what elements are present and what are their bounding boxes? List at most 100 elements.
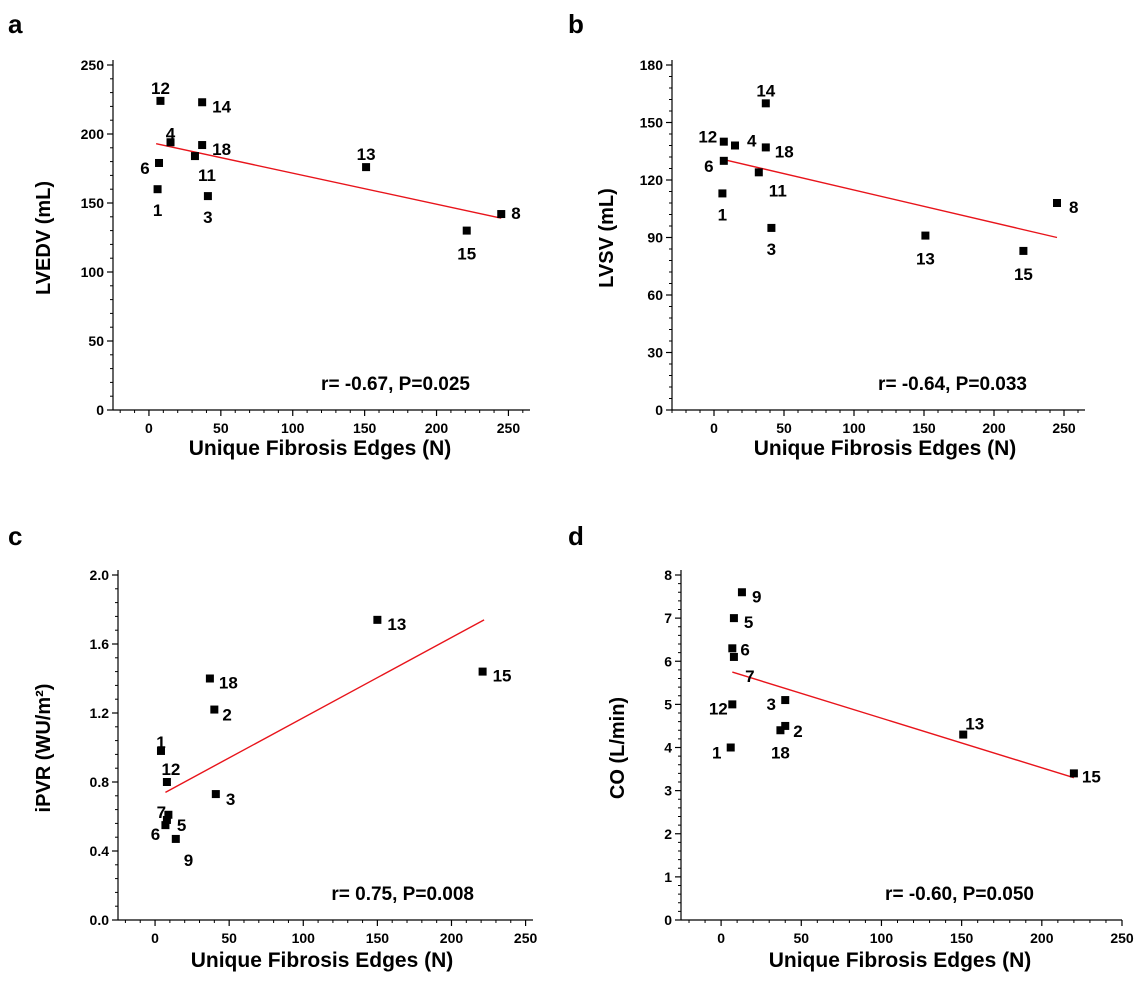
data-point xyxy=(781,696,790,705)
x-tick-label: 150 xyxy=(366,930,390,946)
data-point xyxy=(1069,769,1078,778)
data-point xyxy=(210,705,219,714)
data-point xyxy=(198,98,207,107)
data-point xyxy=(731,141,739,150)
point-label: 2 xyxy=(222,706,231,725)
correlation-annotation: r= -0.64, P=0.033 xyxy=(878,374,1027,395)
data-point xyxy=(761,99,770,108)
point-label: 3 xyxy=(226,790,235,809)
point-label: 5 xyxy=(744,613,753,632)
correlation-annotation: r= -0.67, P=0.025 xyxy=(321,374,470,395)
point-label: 4 xyxy=(747,132,757,151)
data-point xyxy=(497,210,506,219)
point-label: 18 xyxy=(219,674,238,693)
x-tick-label: 200 xyxy=(1030,930,1054,946)
data-point xyxy=(921,231,930,240)
y-tick-label: 150 xyxy=(640,115,664,131)
data-point xyxy=(156,96,165,105)
y-tick-label: 2 xyxy=(664,826,672,842)
data-point xyxy=(203,192,212,201)
point-label: 13 xyxy=(916,250,935,269)
point-label: 1 xyxy=(156,733,165,752)
point-label: 18 xyxy=(771,743,790,762)
y-tick-label: 120 xyxy=(640,172,664,188)
data-point xyxy=(761,143,770,152)
y-tick-label: 8 xyxy=(664,567,672,583)
panel-a: a 0 50 100 150 200 250 0 50 100 150 200 250 Unique Fi… xyxy=(8,9,530,460)
data-point xyxy=(171,834,180,843)
x-axis-title: Unique Fibrosis Edges (N) xyxy=(189,437,452,460)
data-point xyxy=(729,614,738,623)
x-tick-label: 50 xyxy=(213,420,229,436)
y-tick-label: 0 xyxy=(96,402,104,418)
x-tick-label: 250 xyxy=(1052,420,1076,436)
x-axis-title: Unique Fibrosis Edges (N) xyxy=(191,949,454,972)
y-axis-title: iPVR (WU/m²) xyxy=(33,684,55,813)
y-tick-label: 30 xyxy=(647,345,663,361)
point-label: 15 xyxy=(457,245,476,264)
point-label: 12 xyxy=(698,128,717,147)
point-label: 15 xyxy=(493,667,512,686)
x-tick-label: 150 xyxy=(912,420,936,436)
y-tick-label: 2.0 xyxy=(90,567,110,583)
x-tick-label: 0 xyxy=(151,930,159,946)
data-point xyxy=(155,158,164,167)
point-label: 4 xyxy=(166,124,176,143)
y-tick-label: 3 xyxy=(664,783,672,799)
point-label: 15 xyxy=(1082,767,1101,786)
point-label: 14 xyxy=(756,81,775,100)
y-tick-label: 1 xyxy=(664,869,672,885)
y-tick-label: 90 xyxy=(647,230,663,246)
x-tick-label: 250 xyxy=(497,420,521,436)
data-point xyxy=(959,730,968,739)
data-point xyxy=(462,226,471,235)
data-point xyxy=(776,726,785,735)
y-tick-label: 4 xyxy=(664,740,672,756)
correlation-annotation: r= 0.75, P=0.008 xyxy=(331,884,474,905)
y-tick-label: 0.0 xyxy=(90,912,110,928)
data-point xyxy=(726,743,735,752)
point-label: 6 xyxy=(151,825,160,844)
data-point xyxy=(153,185,162,194)
point-label: 18 xyxy=(212,140,231,159)
y-tick-label: 7 xyxy=(664,610,672,626)
point-label: 6 xyxy=(740,640,749,659)
x-tick-label: 200 xyxy=(425,420,449,436)
point-label: 13 xyxy=(965,715,984,734)
point-label: 1 xyxy=(712,744,721,763)
y-tick-label: 0.4 xyxy=(90,843,110,859)
x-tick-label: 0 xyxy=(145,420,153,436)
data-point xyxy=(1053,199,1061,207)
data-point xyxy=(728,700,737,709)
data-point xyxy=(211,790,220,799)
panel-letter: b xyxy=(568,9,584,39)
point-label: 9 xyxy=(752,587,761,606)
y-tick-label: 1.6 xyxy=(90,636,110,652)
regression-line xyxy=(165,619,485,793)
y-tick-label: 60 xyxy=(647,287,663,303)
data-point xyxy=(161,821,170,830)
point-label: 12 xyxy=(151,79,170,98)
data-point xyxy=(728,644,737,653)
y-tick-label: 0 xyxy=(664,912,672,928)
data-point xyxy=(737,588,746,597)
data-point xyxy=(719,137,728,146)
panel-letter: c xyxy=(8,521,22,551)
point-label: 3 xyxy=(767,240,776,259)
y-tick-label: 100 xyxy=(81,264,105,280)
point-label: 5 xyxy=(177,816,186,835)
panel-b: b 0 30 60 90 120 150 180 0 50 100 150 200 250 Unique F… xyxy=(568,9,1085,460)
point-label: 13 xyxy=(357,145,376,164)
point-label: 13 xyxy=(387,615,406,634)
point-label: 11 xyxy=(769,181,787,200)
data-point xyxy=(754,168,763,177)
point-label: 3 xyxy=(767,695,776,714)
y-axis-title: LVSV (mL) xyxy=(596,188,618,288)
point-label: 15 xyxy=(1014,265,1033,284)
point-label: 14 xyxy=(212,97,231,116)
point-label: 1 xyxy=(153,201,162,220)
y-tick-label: 6 xyxy=(664,653,672,669)
data-point xyxy=(205,674,214,683)
x-tick-label: 100 xyxy=(281,420,305,436)
